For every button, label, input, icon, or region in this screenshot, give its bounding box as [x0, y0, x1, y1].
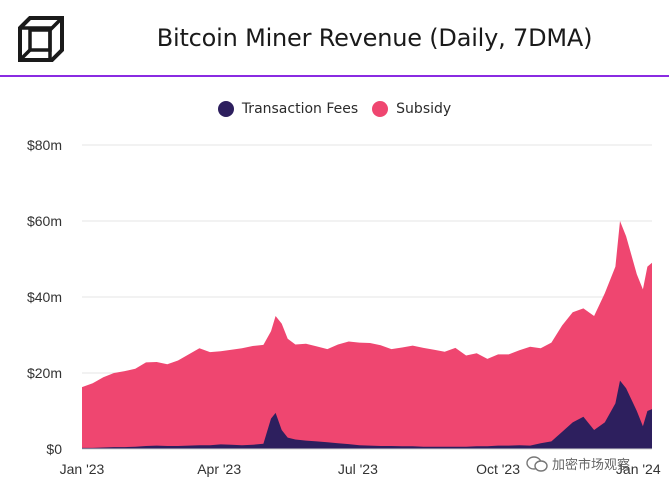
chart-legend: Transaction Fees Subsidy: [0, 101, 669, 117]
chat-bubble-icon: [526, 455, 548, 472]
legend-swatch-subsidy: [372, 101, 389, 117]
y-axis-ticks: $0 $20m $40m $60m $80m: [27, 137, 62, 457]
cube-logo-icon: [18, 16, 64, 62]
y-tick-label: $60m: [27, 213, 62, 229]
y-tick-label: $40m: [27, 289, 62, 305]
x-tick-label: Oct '23: [476, 461, 520, 477]
series-area-transaction-fees: [82, 380, 652, 449]
x-tick-label: Jan '23: [60, 461, 105, 477]
y-tick-label: $0: [46, 441, 62, 457]
y-tick-label: $80m: [27, 137, 62, 153]
series-area-subsidy: [82, 221, 652, 449]
watermark-text: 加密市场观察: [552, 458, 631, 473]
legend-label-transaction-fees: Transaction Fees: [241, 101, 359, 117]
legend-swatch-transaction-fees: [217, 101, 234, 117]
legend-item-transaction-fees[interactable]: Transaction Fees: [217, 101, 359, 117]
x-axis-ticks: Jan '23 Apr '23 Jul '23 Oct '23 Jan '24: [60, 461, 661, 477]
watermark: 加密市场观察: [526, 454, 630, 473]
chart-title: Bitcoin Miner Revenue (Daily, 7DMA): [156, 24, 593, 52]
chart-header: Bitcoin Miner Revenue (Daily, 7DMA): [0, 0, 669, 77]
x-tick-label: Apr '23: [197, 461, 241, 477]
x-tick-label: Jan '24: [616, 461, 661, 477]
stacked-areas: [82, 221, 652, 449]
x-tick-label: Jul '23: [338, 461, 378, 477]
legend-item-subsidy[interactable]: Subsidy: [372, 101, 451, 117]
header-divider: [0, 75, 669, 77]
y-tick-label: $20m: [27, 365, 62, 381]
legend-label-subsidy: Subsidy: [396, 101, 452, 117]
